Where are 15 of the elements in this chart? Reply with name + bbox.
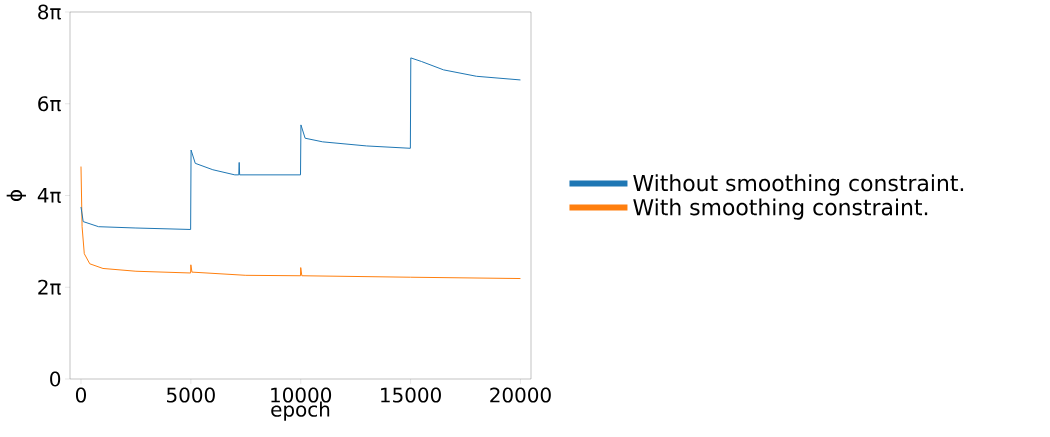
x-tick-label: 15000 [381,387,441,403]
x-tick-label: 5000 [167,387,215,403]
line-series [80,166,521,280]
x-axis-title: epoch [271,401,330,421]
x-tick-label: 10000 [271,387,332,403]
legend-label: Without smoothing constraint. [633,174,964,196]
x-tick-label: 0 [75,387,87,403]
legend-label: With smoothing constraint. [633,198,928,220]
y-tick-label: 0 [50,371,61,387]
x-tick-label: 20000 [490,387,551,403]
y-tick-label: 8π [38,4,61,20]
y-axis-title: ϕ [6,190,26,201]
y-tick-label: 6π [38,96,61,112]
y-tick-label: 4π [37,188,61,203]
y-tick-label: 2π [38,279,61,295]
